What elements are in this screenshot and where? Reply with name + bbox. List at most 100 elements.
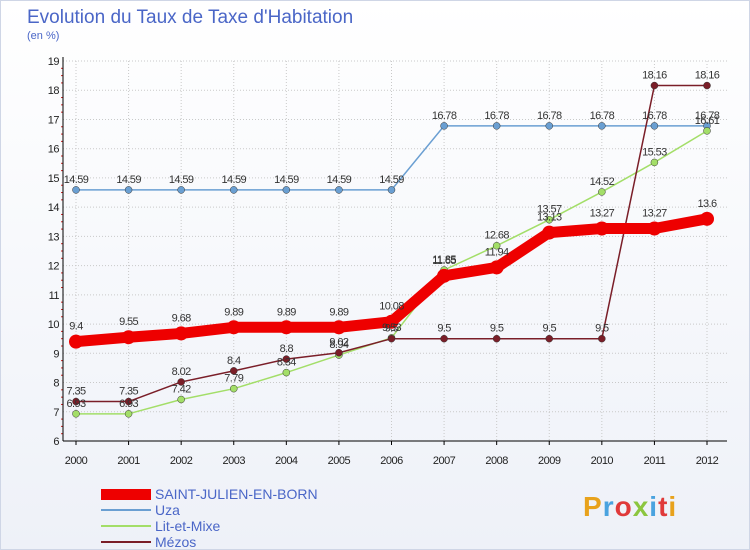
data-point <box>440 122 448 130</box>
logo-letter: i <box>649 491 659 522</box>
proxiti-logo: Proxiti <box>583 491 677 523</box>
x-tick-label: 2008 <box>485 455 508 467</box>
data-label: 11.94 <box>485 246 509 258</box>
data-point <box>598 188 606 196</box>
data-point <box>650 122 659 130</box>
legend-label: Uza <box>155 502 180 518</box>
legend: SAINT-JULIEN-EN-BORN Uza Lit-et-Mixe Méz… <box>101 486 318 549</box>
grid-lines <box>63 60 727 442</box>
data-point <box>545 334 553 343</box>
data-point <box>124 410 133 418</box>
logo-letter: r <box>602 491 615 522</box>
data-label: 16.78 <box>484 110 509 122</box>
y-tick-label: 18 <box>48 85 60 97</box>
data-point <box>226 320 241 335</box>
data-label: 13.27 <box>642 207 667 219</box>
data-point <box>545 215 553 224</box>
data-label: 6.93 <box>66 398 85 410</box>
data-point <box>384 314 399 329</box>
y-tick-label: 9 <box>53 348 59 360</box>
data-label: 9.02 <box>329 337 348 349</box>
legend-swatch-uza <box>101 509 151 511</box>
data-label: 14.59 <box>221 174 246 186</box>
data-label: 9.4 <box>69 321 83 333</box>
data-label: 13.57 <box>537 204 562 216</box>
data-label: 9.89 <box>329 306 348 318</box>
data-label: 9.5 <box>385 323 399 335</box>
data-point <box>598 334 606 343</box>
data-point <box>230 367 238 375</box>
data-label: 13.6 <box>697 198 716 210</box>
data-label: 14.59 <box>64 174 89 186</box>
data-point <box>72 410 80 418</box>
data-point <box>72 397 80 406</box>
x-tick-label: 2003 <box>223 455 246 467</box>
x-tick-label: 2004 <box>275 455 298 467</box>
data-label: 9.53 <box>382 322 401 334</box>
data-point <box>387 186 396 194</box>
data-label: 11.85 <box>432 254 456 266</box>
data-point <box>542 225 557 240</box>
data-point <box>545 122 553 130</box>
logo-letter: t <box>658 491 669 522</box>
data-point <box>72 186 80 194</box>
data-label: 9.68 <box>172 312 191 324</box>
data-label: 18.16 <box>695 70 720 82</box>
legend-item-lit-et-mixe[interactable]: Lit-et-Mixe <box>101 518 318 534</box>
y-tick-label: 14 <box>48 202 60 214</box>
chart-title: Evolution du Taux de Taxe d'Habitation <box>27 7 354 28</box>
data-point <box>700 211 714 226</box>
axes <box>61 57 727 445</box>
data-point <box>594 221 609 236</box>
legend-item-mezos[interactable]: Mézos <box>101 534 318 549</box>
legend-item-uza[interactable]: Uza <box>101 502 318 518</box>
legend-swatch-lit-et-mixe <box>101 525 151 527</box>
data-label: 8.4 <box>227 355 241 367</box>
data-label: 16.78 <box>432 110 457 122</box>
data-point <box>230 186 238 194</box>
x-tick-label: 2010 <box>591 455 614 467</box>
data-point <box>335 348 343 357</box>
y-tick-label: 6 <box>53 436 59 448</box>
data-point <box>650 81 659 90</box>
data-label: 16.78 <box>590 110 615 122</box>
x-tick-label: 2000 <box>65 455 88 467</box>
data-label: 9.5 <box>595 323 609 335</box>
legend-label: SAINT-JULIEN-EN-BORN <box>155 486 318 502</box>
data-point <box>489 260 504 275</box>
y-tick-label: 10 <box>48 319 60 331</box>
y-tick-label: 13 <box>48 231 60 243</box>
data-point <box>331 320 346 335</box>
data-label: 14.59 <box>327 174 352 186</box>
y-tick-label: 15 <box>48 173 60 185</box>
data-label: 9.55 <box>119 316 138 328</box>
x-tick-labels: 2000 2001 2002 2003 2004 2005 2006 2007 2008 2009… <box>65 455 719 467</box>
legend-swatch-saint-julien <box>101 488 151 500</box>
logo-letter: P <box>583 491 603 522</box>
data-point <box>282 368 291 377</box>
logo-letter: x <box>632 491 650 522</box>
x-tick-label: 2011 <box>644 455 666 467</box>
legend-item-saint-julien[interactable]: SAINT-JULIEN-EN-BORN <box>101 486 318 502</box>
x-tick-label: 2009 <box>538 455 561 467</box>
data-label: 14.52 <box>590 176 615 188</box>
data-label: 7.79 <box>224 373 243 385</box>
series-line-3 <box>75 84 708 403</box>
data-label: 9.89 <box>224 306 243 318</box>
data-label: 16.78 <box>695 110 720 122</box>
logo-letter: o <box>614 491 633 522</box>
data-point <box>647 221 662 236</box>
y-tick-labels: 6 7 8 9 10 11 12 13 14 15 16 17 18 19 <box>48 56 60 448</box>
data-point <box>440 334 448 343</box>
y-tick-label: 8 <box>53 378 59 390</box>
data-point <box>282 355 291 363</box>
series-points <box>69 81 714 418</box>
data-point <box>174 326 189 341</box>
data-label: 12.68 <box>484 230 509 242</box>
data-point <box>230 384 238 393</box>
x-tick-label: 2012 <box>696 455 719 467</box>
data-label: 15.53 <box>642 146 667 158</box>
data-point <box>124 397 133 406</box>
y-tick-label: 12 <box>48 261 60 273</box>
